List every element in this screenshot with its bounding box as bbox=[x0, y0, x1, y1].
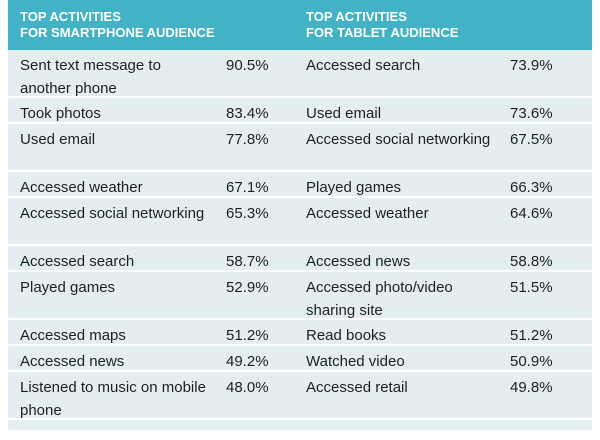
tablet-percent: 58.8% bbox=[510, 253, 553, 270]
activities-table: TOP ACTIVITIES FOR SMARTPHONE AUDIENCE T… bbox=[8, 0, 592, 430]
smartphone-activity: Listened to music on mobile phone bbox=[20, 379, 206, 419]
table-row: Sent text message to another phone 90.5% A… bbox=[8, 50, 592, 98]
smartphone-activity: Accessed search bbox=[20, 253, 135, 270]
tablet-percent: 73.9% bbox=[510, 57, 553, 74]
table-row: Accessed news 49.2% Watched video 50.9% bbox=[8, 346, 592, 372]
table-row: Accessed maps 51.2% Read books 51.2% bbox=[8, 320, 592, 346]
smartphone-activity: Played games bbox=[20, 279, 116, 296]
tablet-activity: Played games bbox=[306, 179, 402, 196]
tablet-percent: 64.6% bbox=[510, 205, 553, 222]
tablet-activity: Accessed weather bbox=[306, 205, 429, 222]
table-row: Took photos 83.4% Used email 73.6% bbox=[8, 98, 592, 124]
tablet-activity: Accessed retail bbox=[306, 379, 408, 396]
smartphone-column-header: TOP ACTIVITIES FOR SMARTPHONE AUDIENCE bbox=[20, 9, 215, 41]
tablet-percent: 50.9% bbox=[510, 353, 553, 370]
tablet-activity: Read books bbox=[306, 327, 387, 344]
smartphone-percent: 48.0% bbox=[226, 379, 269, 396]
tablet-header-line-2: FOR TABLET AUDIENCE bbox=[306, 25, 459, 40]
smartphone-activity: Sent text message to another phone bbox=[20, 57, 161, 97]
tablet-activity: Accessed search bbox=[306, 57, 421, 74]
tablet-percent: 49.8% bbox=[510, 379, 553, 396]
tablet-percent: 73.6% bbox=[510, 105, 553, 122]
smartphone-percent: 49.2% bbox=[226, 353, 269, 370]
smartphone-percent: 77.8% bbox=[226, 131, 269, 148]
table-header: TOP ACTIVITIES FOR SMARTPHONE AUDIENCE T… bbox=[8, 0, 592, 50]
tablet-activity: Accessed photo/video sharing site bbox=[306, 279, 453, 319]
smartphone-activity: Used email bbox=[20, 131, 96, 148]
smartphone-activity: Accessed maps bbox=[20, 327, 126, 344]
smartphone-activity: Accessed social networking bbox=[20, 205, 205, 222]
smartphone-activity: Took photos bbox=[20, 105, 101, 122]
smartphone-header-line-2: FOR SMARTPHONE AUDIENCE bbox=[20, 25, 215, 40]
tablet-header-line-1: TOP ACTIVITIES bbox=[306, 9, 407, 24]
tablet-column-header: TOP ACTIVITIES FOR TABLET AUDIENCE bbox=[306, 9, 458, 41]
smartphone-percent: 58.7% bbox=[226, 253, 269, 270]
tablet-activity: Accessed social networking bbox=[306, 131, 491, 148]
tablet-percent: 67.5% bbox=[510, 131, 553, 148]
smartphone-percent: 90.5% bbox=[226, 57, 269, 74]
smartphone-activity: Accessed news bbox=[20, 353, 125, 370]
table-row: Accessed social networking 65.3% Accessed … bbox=[8, 198, 592, 246]
table-row: Listened to music on mobile phone 48.0% Ac… bbox=[8, 372, 592, 420]
smartphone-header-line-1: TOP ACTIVITIES bbox=[20, 9, 121, 24]
tablet-activity: Watched video bbox=[306, 353, 405, 370]
table-row: Used email 77.8% Accessed social networkin… bbox=[8, 124, 592, 172]
tablet-percent: 51.5% bbox=[510, 279, 553, 296]
tablet-percent: 51.2% bbox=[510, 327, 553, 344]
smartphone-activity: Accessed weather bbox=[20, 179, 143, 196]
table-row: Accessed weather 67.1% Played games 66.3% bbox=[8, 172, 592, 198]
smartphone-percent: 52.9% bbox=[226, 279, 269, 296]
tablet-activity: Used email bbox=[306, 105, 382, 122]
smartphone-percent: 83.4% bbox=[226, 105, 269, 122]
table-row: Played games 52.9% Accessed photo/video sh… bbox=[8, 272, 592, 320]
smartphone-percent: 51.2% bbox=[226, 327, 269, 344]
smartphone-percent: 65.3% bbox=[226, 205, 269, 222]
tablet-percent: 66.3% bbox=[510, 179, 553, 196]
smartphone-percent: 67.1% bbox=[226, 179, 269, 196]
tablet-activity: Accessed news bbox=[306, 253, 411, 270]
table-row: Accessed search 58.7% Accessed news 58.8% bbox=[8, 246, 592, 272]
